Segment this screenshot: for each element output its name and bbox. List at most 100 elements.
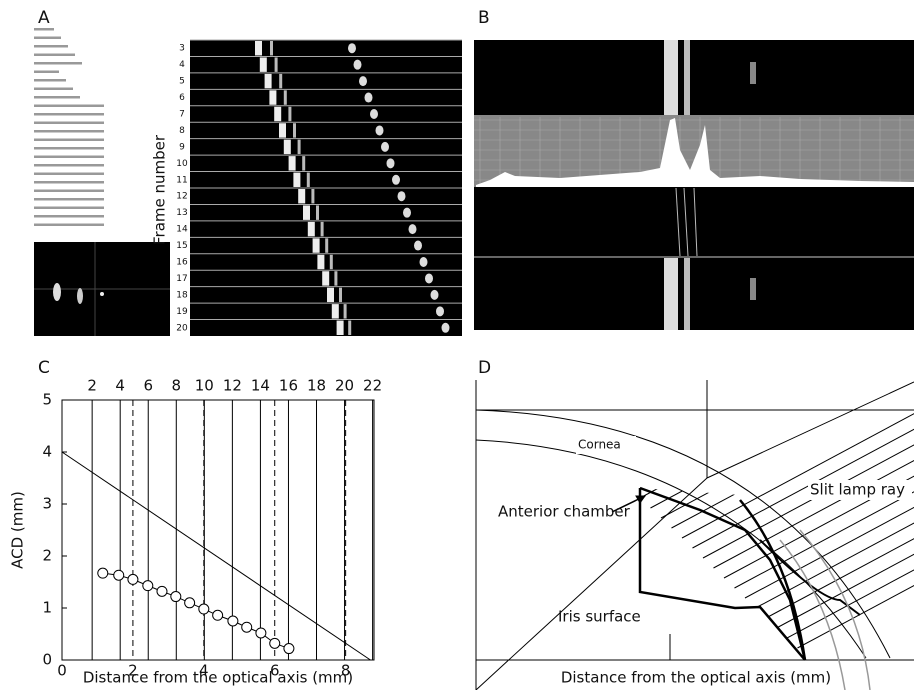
frame-number: 16 (176, 258, 188, 268)
image-spot (750, 62, 756, 84)
ray-line (786, 487, 914, 639)
x-tick-label: 2 (128, 662, 138, 680)
iris-dot (397, 191, 406, 202)
info-line (34, 28, 54, 31)
iris-dot (364, 92, 373, 103)
bright-edge (279, 123, 286, 138)
bright-edge (255, 41, 262, 56)
info-line (34, 155, 104, 158)
frame-number: 3 (179, 44, 185, 54)
iris-dot (348, 43, 356, 54)
iris-dot (441, 322, 450, 333)
bright-edge (311, 189, 315, 204)
panel-a: 3 4 5 6 7 8 9 10 11 12 13 14 15 16 17 18 19 20 Frame numb… (34, 28, 462, 336)
frame-number: 19 (176, 307, 188, 317)
iris-dot (408, 224, 417, 235)
intensity-profile (476, 118, 914, 187)
info-line (34, 53, 75, 56)
reflection-curve (799, 529, 871, 690)
bright-edge (283, 90, 287, 105)
info-line (34, 79, 66, 82)
ray-line (723, 427, 914, 579)
data-point (113, 569, 125, 581)
bright-edge (329, 254, 333, 270)
frame-number: 4 (179, 60, 185, 70)
ray-line (765, 467, 914, 619)
bright-edge (259, 57, 267, 72)
info-line (34, 121, 104, 124)
reflection-curve (779, 539, 846, 690)
label: Slit lamp ray (810, 481, 905, 499)
iris-dot (392, 174, 400, 185)
iris-dot (425, 273, 433, 284)
info-line (34, 62, 82, 65)
edge-trace (683, 187, 689, 257)
posterior-line (759, 539, 861, 616)
frame-number: 8 (179, 126, 185, 136)
bright-edge (307, 221, 315, 237)
ray-line (776, 477, 914, 629)
panel-label: D (478, 358, 491, 378)
data-point (127, 573, 139, 585)
frame-number: 13 (176, 208, 187, 218)
bright-band (684, 40, 690, 115)
bright-edge (279, 73, 283, 89)
ray-line (671, 400, 914, 529)
info-line (34, 87, 73, 90)
y-tick-label: 4 (42, 443, 52, 461)
info-line (34, 130, 104, 133)
iris-dot (430, 289, 439, 300)
panel-b (474, 40, 914, 330)
frame-number: 5 (179, 77, 185, 87)
x2-tick-label: 18 (307, 377, 326, 395)
bright-edge (297, 139, 301, 155)
info-line (34, 147, 104, 150)
bright-edge (316, 205, 319, 220)
bright-edge (325, 238, 329, 253)
ray-line (797, 497, 914, 649)
data-point (212, 609, 224, 621)
axis-title: Frame number (151, 134, 169, 245)
info-line (34, 70, 59, 73)
data-point (198, 603, 210, 615)
bright-edge (274, 106, 282, 122)
panel-d: Cornea Anterior chamber Slit lamp ray Ir… (475, 380, 914, 690)
image-spot (750, 278, 756, 300)
iris-dot (381, 141, 389, 152)
data-point (283, 643, 295, 655)
data-point (156, 585, 168, 597)
data-point (97, 567, 109, 579)
info-line (34, 96, 80, 99)
iris-dot (386, 158, 395, 169)
iris-dot (353, 59, 362, 70)
frame-line (706, 381, 914, 479)
frame-number: 20 (176, 323, 188, 333)
y-axis-title: ACD (mm) (9, 491, 27, 569)
y-tick-label: 1 (42, 599, 52, 617)
bright-edge (264, 73, 272, 89)
reference-line (61, 451, 371, 661)
cornea-inner (475, 439, 867, 659)
info-line (34, 189, 104, 192)
label-bg (808, 480, 912, 500)
bright-edge (343, 304, 347, 319)
info-line (34, 198, 104, 201)
x2-tick-label: 14 (251, 377, 270, 395)
label: Cornea (578, 438, 621, 452)
x-tick-label: 0 (57, 662, 67, 680)
frame-number: 7 (179, 110, 185, 120)
bright-edge (312, 238, 320, 253)
y-tick-label: 2 (42, 547, 52, 565)
bright-edge (317, 254, 325, 270)
frame-number: 17 (176, 274, 187, 284)
x2-tick-label: 22 (363, 377, 382, 395)
frame-number: 9 (179, 142, 185, 152)
iris-dot (359, 76, 367, 87)
info-line (34, 206, 104, 209)
iris-dot (419, 257, 428, 267)
edge-trace (693, 187, 698, 257)
frame-strip: 3 4 5 6 7 8 9 10 11 12 13 14 15 16 17 18 19 20 (176, 39, 462, 335)
bright-edge (339, 287, 342, 303)
bright-edge (320, 221, 324, 237)
bright-edge (270, 41, 273, 56)
